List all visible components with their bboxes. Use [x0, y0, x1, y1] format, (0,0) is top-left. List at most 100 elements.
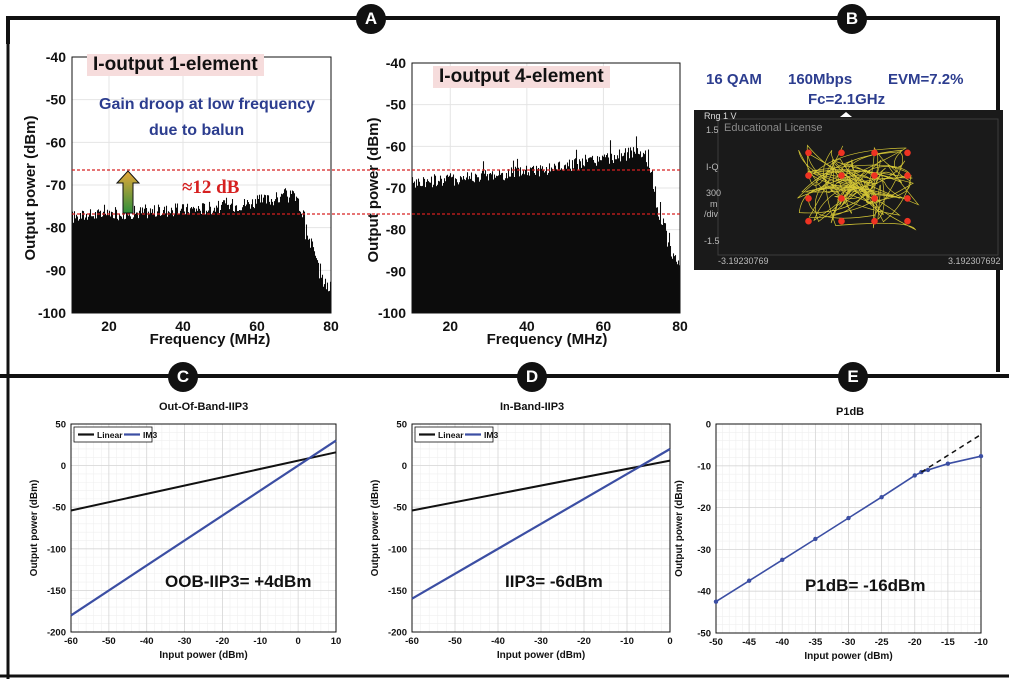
scope-license-watermark: Educational License: [724, 122, 823, 134]
x-tick-label: -60: [405, 636, 419, 647]
axes-box: [715, 423, 982, 634]
x-tick-label: 10: [331, 636, 342, 647]
data-point: [846, 515, 851, 521]
badge-d: D: [517, 362, 547, 392]
x-tick-label: 80: [323, 318, 339, 334]
x-tick-label: 20: [101, 318, 117, 334]
y-axis-label: Output power (dBm): [29, 480, 40, 577]
series-line-linear: [70, 451, 337, 512]
scope-div-3: /div: [704, 209, 719, 219]
rate-label: 160Mbps: [788, 71, 853, 88]
series-line-im3: [70, 439, 337, 617]
y-tick-label: -70: [386, 180, 406, 196]
data-point: [978, 453, 984, 459]
data-point: [746, 578, 752, 583]
y-tick-label: -50: [46, 92, 66, 108]
y-tick-label: -100: [378, 305, 406, 321]
delta-12db-label: ≈12 dB: [182, 177, 240, 198]
legend-box: [73, 426, 153, 443]
badge-c: C: [168, 362, 198, 392]
data-point: [912, 473, 917, 478]
x-tick-label: -50: [709, 637, 723, 648]
constellation-point: [871, 149, 878, 157]
x-tick-label: -20: [577, 636, 591, 647]
inband-iip3-annotation: IIP3= -6dBm: [505, 572, 603, 591]
constellation-point: [904, 195, 911, 202]
data-point: [813, 536, 818, 542]
y-tick-label: 0: [61, 461, 66, 472]
data-point: [945, 461, 951, 466]
x-tick-label: 60: [249, 318, 265, 334]
y-tick-label: -50: [393, 503, 407, 514]
x-tick-label: -15: [941, 637, 955, 648]
data-point: [713, 599, 719, 604]
oob-iip3-annotation: OOB-IIP3= +4dBm: [165, 572, 312, 591]
x-tick-label: 40: [519, 318, 535, 334]
constellation-point: [838, 149, 845, 157]
x-tick-label: -10: [620, 636, 634, 647]
y-tick-label: -100: [38, 305, 66, 321]
x-tick-label: 0: [667, 636, 672, 647]
x-tick-label: -30: [178, 636, 192, 647]
y-tick-label: -200: [47, 628, 66, 639]
y-tick-label: -50: [386, 97, 406, 113]
left-spectrum-xlabel: Frequency (MHz): [150, 331, 271, 348]
x-tick-label: -40: [491, 636, 505, 647]
qam-label: 16 QAM: [706, 71, 762, 88]
y-tick-label: -100: [388, 544, 407, 555]
x-axis-label: Input power (dBm): [804, 651, 892, 662]
inband-iip3-title: In-Band-IIP3: [500, 401, 565, 413]
constellation-point: [805, 149, 812, 157]
series-line-linear: [411, 459, 671, 512]
legend-box: [414, 426, 494, 443]
data-point: [879, 494, 884, 500]
x-tick-label: -35: [809, 637, 823, 648]
badge-a: A: [356, 4, 386, 34]
y-tick-label: -90: [46, 262, 66, 278]
y-axis-label: Output power (dBm): [674, 480, 685, 577]
right-spectrum-ylabel: Output power (dBm): [365, 118, 382, 263]
x-tick-label: 20: [442, 318, 458, 334]
x-tick-label: -10: [974, 637, 988, 648]
series-line-im3: [411, 448, 671, 600]
x-tick-label: -50: [102, 636, 116, 647]
y-axis-label: Output power (dBm): [370, 480, 381, 577]
y-tick-label: -60: [386, 138, 406, 154]
y-tick-label: -200: [388, 628, 407, 639]
oob-iip3-title: Out-Of-Band-IIP3: [159, 401, 249, 413]
data-point: [780, 557, 785, 563]
x-tick-label: -20: [908, 637, 922, 648]
data-point: [925, 467, 931, 473]
x-tick-label: -20: [216, 636, 230, 647]
constellation-point: [838, 172, 845, 179]
y-tick-label: 0: [706, 420, 711, 431]
y-tick-label: -50: [697, 629, 711, 640]
constellation-point: [904, 217, 911, 225]
p1db-annotation: P1dB= -16dBm: [805, 576, 926, 595]
x-tick-label: -40: [775, 637, 789, 648]
scope-div-2: m: [710, 199, 718, 209]
fc-label: Fc=2.1GHz: [808, 91, 886, 108]
constellation-point: [805, 217, 812, 225]
scope-y-top: 1.5: [706, 125, 719, 135]
y-tick-label: -60: [46, 134, 66, 150]
x-tick-label: -25: [875, 637, 889, 648]
x-tick-label: 60: [596, 318, 612, 334]
scope-header: Rng 1 V: [704, 111, 737, 121]
right-spectrum-title: I-output 4-element: [433, 66, 610, 88]
x-tick-label: -50: [448, 636, 462, 647]
y-tick-label: 50: [55, 420, 66, 431]
gain-droop-note-line2: due to balun: [149, 122, 245, 139]
legend-label: Linear: [438, 430, 464, 440]
x-tick-label: -30: [842, 637, 856, 648]
constellation-point: [805, 195, 812, 202]
y-tick-label: -40: [386, 55, 406, 71]
scope-grid-box: [717, 118, 999, 256]
constellation-point: [904, 149, 911, 157]
y-tick-label: -50: [52, 503, 66, 514]
y-tick-label: -80: [386, 222, 406, 238]
y-tick-label: 50: [396, 420, 407, 431]
gain-droop-arrow: [115, 170, 141, 214]
gain-droop-note-line1: Gain droop at low frequency: [99, 96, 316, 113]
